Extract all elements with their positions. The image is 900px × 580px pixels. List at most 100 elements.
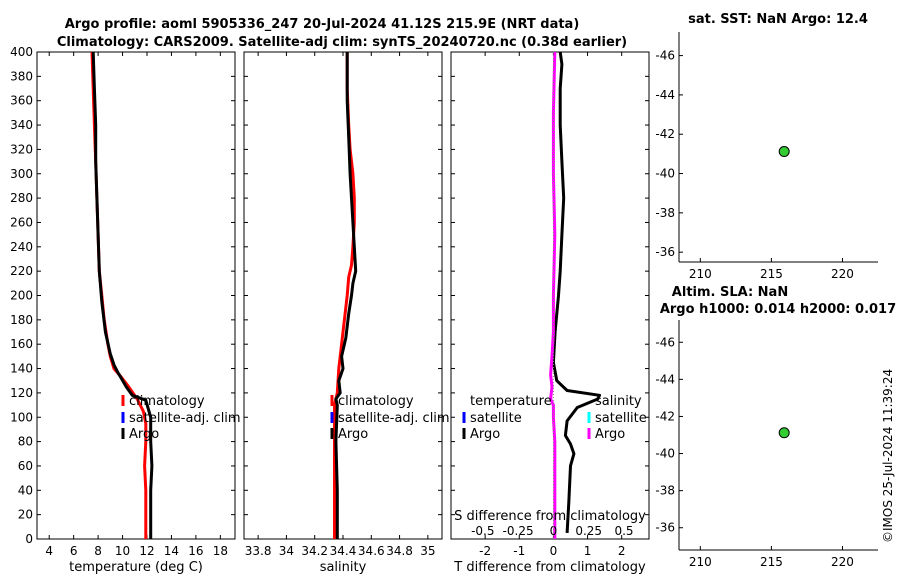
plot-frame: [36, 51, 236, 540]
y-tick-label: -36: [655, 521, 675, 535]
y-tick-label: 380: [10, 69, 33, 83]
series-line-s-argo-clim: [549, 51, 557, 539]
plot-frame: [243, 51, 443, 540]
legend-label-argo: Argo: [129, 427, 159, 442]
x-axis-label: temperature (deg C): [69, 560, 203, 575]
x-tick-label: 16: [188, 544, 203, 558]
legend-label-t-argo: Argo: [470, 427, 500, 442]
y-tick-label: 180: [10, 313, 33, 327]
x2-tick-label: -0.25: [503, 524, 534, 538]
x-tick-label: 1: [584, 544, 592, 558]
map-title: Altim. SLA: NaN: [672, 285, 788, 300]
x-tick-label: -1: [513, 544, 525, 558]
x-tick-label: 6: [70, 544, 78, 558]
x-tick-label: 2: [618, 544, 626, 558]
y-tick-label: 40: [18, 483, 33, 497]
y-tick-label: 60: [18, 459, 33, 473]
y-tick-label: 320: [10, 142, 33, 156]
salinity-profile-panel: 33.8 34 34.2 34.4 34.6 34.8 35 salinity: [243, 51, 443, 575]
x-tick-label: 220: [831, 267, 854, 281]
y-tick-label: 220: [10, 264, 33, 278]
y-tick-label: 0: [25, 532, 33, 546]
sst-map-panel: -36 -38 -40 -42 -44 -46 210 215 220 sat. SST: NaN…: [655, 12, 878, 281]
x-tick-label: 35: [420, 544, 435, 558]
legend-label-climatology: climatology: [338, 394, 414, 409]
float-position-marker: [778, 427, 790, 439]
x-tick-label: 10: [115, 544, 130, 558]
y-tick-label: -42: [655, 127, 675, 141]
y-tick-label: -38: [655, 206, 675, 220]
x-tick-label: 210: [689, 267, 712, 281]
x-tick-label: 12: [139, 544, 154, 558]
y-tick-label: 240: [10, 240, 33, 254]
x-tick-label: 215: [760, 267, 783, 281]
difference-profile-panel: -2 -1 0 1 2 T difference from climatology S di…: [450, 51, 650, 575]
series-line-argo: [91, 51, 154, 539]
x-tick-label: 0: [550, 544, 558, 558]
y-tick-label: -40: [655, 167, 675, 181]
figure-title-line1: Argo profile: aoml 5905336_247 20-Jul-20…: [65, 17, 580, 32]
x-tick-label: 8: [94, 544, 102, 558]
x2-axis-label: S difference from climatology: [454, 509, 646, 524]
legend-label-s-argo: Argo: [595, 427, 625, 442]
x2-tick-label: 0.25: [575, 524, 602, 538]
series-line-argo: [334, 52, 358, 539]
series-line-t-argo-clim: [551, 51, 601, 533]
y-tick-label: -42: [655, 409, 675, 423]
x-tick-label: 215: [760, 555, 783, 569]
y-tick-label: -44: [655, 372, 675, 386]
x-tick-label: 33.8: [245, 544, 272, 558]
x2-tick-label: 0: [550, 524, 558, 538]
x-tick-label: 34.6: [358, 544, 385, 558]
x2-tick-label: 0.5: [614, 524, 633, 538]
x-tick-label: -2: [479, 544, 491, 558]
y-tick-label: -46: [655, 335, 675, 349]
x-tick-label: 18: [213, 544, 228, 558]
x-axis-label: T difference from climatology: [453, 560, 646, 575]
legend-title-temperature: temperature: [470, 394, 552, 409]
y-tick-label: 100: [10, 410, 33, 424]
x2-tick-label: -0.5: [471, 524, 494, 538]
map-title: sat. SST: NaN Argo: 12.4: [688, 12, 868, 27]
x-tick-label: 220: [831, 555, 854, 569]
x-tick-label: 210: [689, 555, 712, 569]
legend-label-argo: Argo: [338, 427, 368, 442]
y-tick-label: -36: [655, 245, 675, 259]
y-tick-label: 280: [10, 191, 33, 205]
x-tick-label: 4: [45, 544, 53, 558]
y-tick-label: 20: [18, 508, 33, 522]
legend-label-t-satellite: satellite: [470, 411, 522, 426]
float-position-marker: [778, 146, 790, 158]
y-tick-label: -46: [655, 49, 675, 63]
y-tick-label: 260: [10, 215, 33, 229]
difference-legend: temperature satellite Argo salinity sate…: [462, 394, 647, 442]
temperature-legend: climatology satellite-adj. clim Argo: [121, 394, 241, 442]
legend-title-salinity: salinity: [595, 394, 642, 409]
plot-frame: [450, 51, 650, 540]
legend-label-climatology: climatology: [129, 394, 205, 409]
legend-label-satellite-adj: satellite-adj. clim: [338, 411, 450, 426]
sla-map-panel: -36 -38 -40 -42 -44 -46 210 215 220 Altim. SLA: N…: [655, 285, 896, 569]
y-tick-label: -38: [655, 484, 675, 498]
x-tick-label: 14: [164, 544, 179, 558]
salinity-legend: climatology satellite-adj. clim Argo: [330, 394, 450, 442]
legend-label-satellite-adj: satellite-adj. clim: [129, 411, 241, 426]
y-tick-label: 360: [10, 94, 33, 108]
x-tick-label: 34: [279, 544, 294, 558]
map-subtitle: Argo h1000: 0.014 h2000: 0.017: [660, 302, 896, 317]
y-tick-label: -44: [655, 88, 675, 102]
x-tick-label: 34.8: [386, 544, 413, 558]
y-tick-label: 120: [10, 386, 33, 400]
x-tick-label: 34.4: [330, 544, 357, 558]
figure-title-line2: Climatology: CARS2009. Satellite-adj cli…: [57, 35, 627, 50]
watermark-timestamp: ©IMOS 25-Jul-2024 11:39:24: [881, 369, 895, 543]
legend-label-s-satellite: satellite: [595, 411, 647, 426]
y-tick-label: 160: [10, 337, 33, 351]
y-tick-label: 200: [10, 289, 33, 303]
y-tick-label: 340: [10, 118, 33, 132]
temperature-profile-panel: 0 20 40 60 80 100 120 140 160 180 200 220 240 260 280 3…: [10, 45, 236, 575]
x-axis-label: salinity: [320, 560, 367, 575]
y-tick-label: -40: [655, 447, 675, 461]
x-tick-label: 34.2: [301, 544, 328, 558]
